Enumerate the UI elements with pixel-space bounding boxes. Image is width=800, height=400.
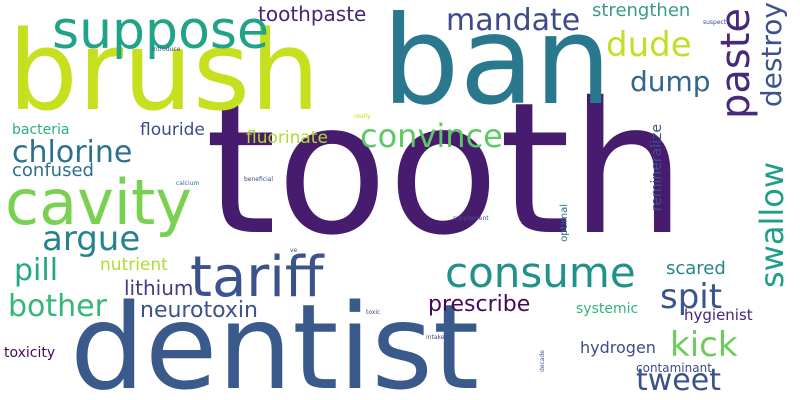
word-ve: ve bbox=[290, 247, 298, 254]
word-systemic: systemic bbox=[576, 301, 639, 317]
word-neurotoxin: neurotoxin bbox=[140, 298, 258, 323]
word-prescribe: prescribe bbox=[428, 292, 531, 317]
word-contaminant: contaminant bbox=[636, 361, 712, 375]
word-dentist: dentist bbox=[70, 278, 480, 400]
word-calcium: calcium bbox=[176, 180, 200, 187]
word-tooth: tooth bbox=[205, 63, 686, 275]
word-dude: dude bbox=[606, 25, 692, 65]
word-optimal: optimal bbox=[559, 204, 570, 242]
word-remineralize: remineralize bbox=[649, 124, 665, 212]
word-intake: intake bbox=[426, 334, 445, 341]
word-scared: scared bbox=[666, 258, 726, 279]
word-ban: ban bbox=[382, 0, 612, 132]
word-bacteria: bacteria bbox=[12, 122, 70, 138]
word-nutrient: nutrient bbox=[100, 255, 168, 275]
word-tariff: tariff bbox=[190, 245, 324, 310]
word-destroy: destroy bbox=[755, 2, 788, 108]
word-toxicity: toxicity bbox=[4, 345, 56, 361]
word-pill: pill bbox=[14, 253, 59, 288]
word-lithium: lithium bbox=[124, 276, 194, 300]
word-beneficial: beneficial bbox=[244, 176, 274, 183]
word-really: really bbox=[354, 113, 371, 120]
word-consume: consume bbox=[445, 248, 636, 297]
word-supplement: supplement bbox=[453, 215, 489, 222]
word-dump: dump bbox=[630, 65, 711, 98]
word-suspect: suspect bbox=[703, 19, 727, 26]
word-bother: bother bbox=[8, 289, 107, 324]
word-introduce: introduce bbox=[152, 46, 181, 53]
word-suppose: suppose bbox=[52, 1, 269, 61]
word-spit: spit bbox=[660, 277, 723, 317]
word-decade: decade bbox=[539, 350, 546, 372]
word-chlorine: chlorine bbox=[12, 135, 133, 170]
word-mandate: mandate bbox=[446, 3, 581, 38]
word-swallow: swallow bbox=[753, 162, 791, 288]
word-flouride: flouride bbox=[140, 120, 205, 140]
word-brush: brush bbox=[8, 7, 320, 135]
word-cavity: cavity bbox=[5, 166, 192, 239]
word-argue: argue bbox=[42, 219, 141, 259]
word-tweet: tweet bbox=[636, 363, 721, 398]
word-convince: convince bbox=[360, 117, 503, 155]
word-confused: confused bbox=[12, 160, 94, 181]
word-hydrogen: hydrogen bbox=[580, 338, 656, 357]
word-toxic: toxic bbox=[366, 309, 381, 316]
word-fluorinate: fluorinate bbox=[246, 128, 328, 148]
word-kick: kick bbox=[670, 325, 738, 365]
word-hygienist: hygienist bbox=[684, 306, 753, 324]
word-toothpaste: toothpaste bbox=[258, 2, 367, 26]
word-strengthen: strengthen bbox=[592, 0, 691, 21]
